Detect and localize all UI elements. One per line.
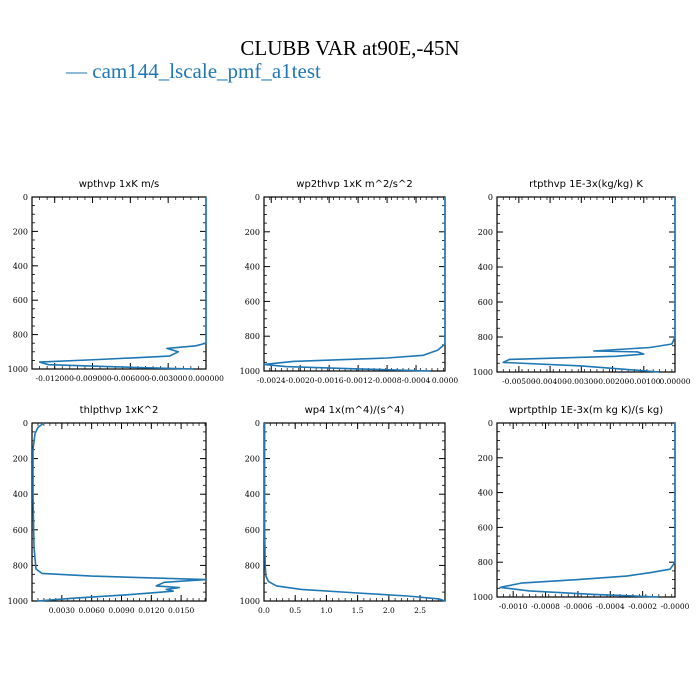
y-tick-label: 600 (13, 296, 28, 305)
plot-frame (263, 196, 446, 372)
y-tick-label: 1000 (8, 365, 28, 374)
y-tick-label: 400 (478, 489, 493, 498)
series-line (32, 422, 207, 602)
y-tick-label: 0 (23, 419, 28, 428)
x-tick-label: 2.0 (383, 606, 395, 615)
x-tick-label: -0.0016 (315, 376, 344, 385)
y-tick-label: 200 (245, 228, 260, 237)
x-tick-label: 0.0060 (79, 606, 105, 615)
x-tick-label: -0.0006 (564, 602, 593, 611)
y-tick-label: 0 (488, 193, 493, 202)
y-tick-label: 0 (255, 419, 260, 428)
x-tick-label: 1.0 (320, 606, 332, 615)
y-tick-label: 800 (13, 331, 28, 340)
y-tick-label: 400 (478, 263, 493, 272)
y-tick-label: 800 (478, 333, 493, 342)
x-tick-label: 2.5 (414, 606, 426, 615)
y-tick-label: 0 (23, 193, 28, 202)
y-tick-label: 400 (13, 490, 28, 499)
series-line (263, 423, 446, 602)
x-tick-label: -0.0004 (402, 376, 431, 385)
figure-title: CLUBB VAR at90E,-45N (240, 36, 460, 60)
panel-title: wprtpthlp 1E-3x(m kg K)/(s kg) (509, 405, 663, 416)
y-tick-label: 800 (478, 558, 493, 567)
y-tick-label: 0 (255, 193, 260, 202)
y-tick-label: 400 (245, 490, 260, 499)
y-tick-label: 200 (13, 455, 28, 464)
series-line (499, 423, 676, 598)
panel-title: thlpthvp 1xK^2 (80, 405, 159, 416)
x-tick-label: 0.0120 (138, 606, 164, 615)
y-tick-label: 1000 (8, 597, 28, 606)
x-tick-label: -0.006000 (111, 374, 150, 383)
legend: — cam144_lscale_pmf_a1test (66, 59, 321, 84)
panel-3: rtpthvp 1E-3x(kg/kg) K02004006008001000-… (473, 179, 691, 386)
x-tick-label: -0.00400 (533, 377, 567, 386)
legend-line-icon: — (66, 59, 87, 83)
y-tick-label: 600 (245, 526, 260, 535)
y-tick-label: 200 (245, 455, 260, 464)
x-tick-label: -0.0004 (596, 602, 625, 611)
y-tick-label: 1000 (240, 367, 260, 376)
y-tick-label: 1000 (473, 593, 493, 602)
y-tick-label: 200 (478, 454, 493, 463)
x-tick-label: 0.0030 (49, 606, 75, 615)
x-tick-label: 0.0150 (168, 606, 194, 615)
panel-1: wpthvp 1xK m/s 0 200 400 600 800 1000 -0.012000… (8, 179, 224, 383)
y-tick-label: 0 (488, 419, 493, 428)
x-tick-label: -0.0008 (373, 376, 402, 385)
x-tick-label: 0.000000 (188, 374, 224, 383)
panel-4: thlpthvp 1xK^2 0 200 400 600 800 1000 0.0030 0.0… (8, 405, 207, 615)
panel-title: wp4 1x(m^4)/(s^4) (305, 405, 405, 416)
y-tick-label: 800 (245, 561, 260, 570)
x-tick-label: -0.0012 (344, 376, 373, 385)
panel-title: wpthvp 1xK m/s (79, 179, 160, 190)
plot-frame (496, 196, 676, 373)
y-tick-label: 1000 (473, 368, 493, 377)
x-tick-label: -0.003000 (149, 374, 188, 383)
x-tick-label: 0.0000 (432, 376, 458, 385)
series-line (502, 197, 676, 373)
panel-title: rtpthvp 1E-3x(kg/kg) K (529, 179, 643, 190)
x-tick-label: -0.00100 (627, 377, 661, 386)
x-tick-label: -0.0024 (257, 376, 286, 385)
x-tick-label: -0.00200 (596, 377, 630, 386)
series-line (38, 197, 207, 370)
x-tick-label: -0.0000 (661, 602, 690, 611)
y-tick-label: 400 (13, 262, 28, 271)
x-tick-label: -0.0010 (499, 602, 528, 611)
panel-2: wp2thvp 1xK m^2/s^202004006008001000-0.0… (240, 179, 459, 385)
y-tick-label: 800 (245, 332, 260, 341)
plot-frame (496, 422, 676, 598)
plot-frame (263, 422, 446, 602)
y-tick-label: 600 (478, 523, 493, 532)
x-tick-label: 0.00000 (659, 377, 690, 386)
y-tick-label: 1000 (240, 597, 260, 606)
y-tick-label: 200 (13, 227, 28, 236)
x-tick-label: -0.012000 (36, 374, 75, 383)
x-tick-label: -0.0008 (531, 602, 560, 611)
panel-6: wprtpthlp 1E-3x(m kg K)/(s kg) 0 200 400 600… (473, 405, 690, 611)
x-tick-label: 0.0090 (108, 606, 134, 615)
y-tick-label: 400 (245, 263, 260, 272)
y-tick-label: 600 (245, 297, 260, 306)
y-tick-label: 600 (478, 298, 493, 307)
x-tick-label: 0.5 (289, 606, 301, 615)
plot-frame (31, 196, 207, 370)
y-tick-label: 600 (13, 526, 28, 535)
x-tick-label: -0.00500 (502, 377, 536, 386)
x-tick-label: 0.0 (258, 606, 270, 615)
x-tick-label: -0.0020 (286, 376, 315, 385)
legend-label: cam144_lscale_pmf_a1test (92, 59, 321, 83)
panel-title: wp2thvp 1xK m^2/s^2 (296, 179, 412, 190)
x-tick-label: -0.009000 (73, 374, 112, 383)
x-tick-label: -0.0002 (628, 602, 657, 611)
y-tick-label: 800 (13, 561, 28, 570)
y-tick-label: 200 (478, 228, 493, 237)
x-tick-label: 1.5 (352, 606, 364, 615)
series-line (263, 197, 446, 372)
x-tick-label: -0.00300 (565, 377, 599, 386)
